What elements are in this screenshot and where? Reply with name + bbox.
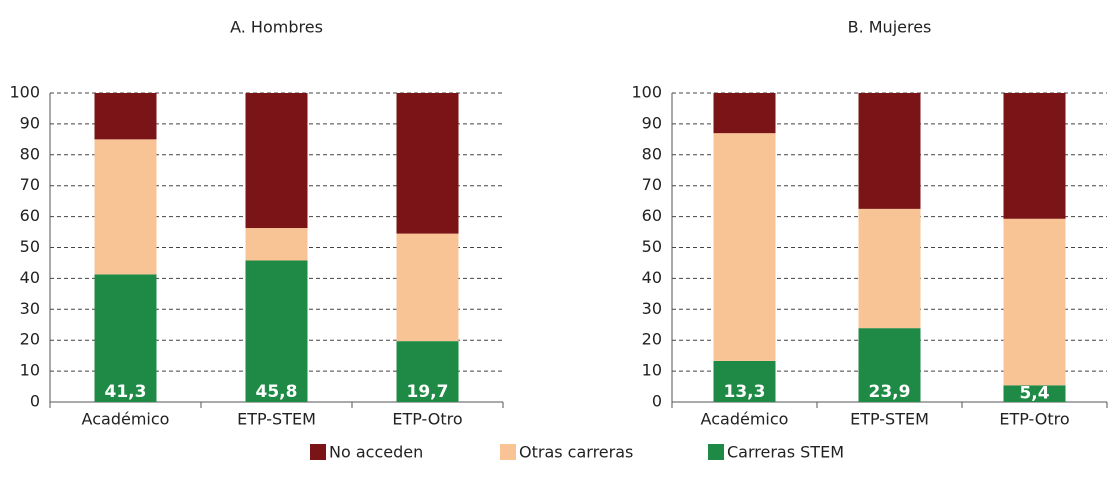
bar-segment: [1003, 93, 1066, 219]
y-tick-label: 80: [20, 144, 40, 163]
legend-swatch: [500, 444, 516, 460]
data-label: 13,3: [724, 382, 766, 402]
y-tick-label: 0: [652, 392, 662, 411]
x-tick-label: ETP-Otro: [392, 410, 462, 429]
legend-label: No acceden: [329, 443, 423, 462]
legend-label: Otras carreras: [519, 443, 633, 462]
bar-segment: [713, 93, 776, 134]
bar-segment: [396, 233, 459, 342]
chart-title: B. Mujeres: [848, 18, 932, 37]
y-tick-label: 40: [642, 268, 662, 287]
y-tick-label: 40: [20, 268, 40, 287]
y-tick-label: 70: [20, 175, 40, 194]
y-tick-label: 90: [642, 113, 662, 132]
bar-segment: [713, 133, 776, 361]
bar-segment: [245, 260, 308, 402]
data-label: 45,8: [256, 382, 298, 402]
y-tick-label: 30: [642, 299, 662, 318]
y-tick-label: 100: [9, 83, 40, 102]
bar-segment: [396, 93, 459, 234]
bar-segment: [396, 341, 459, 402]
bar-segment: [858, 208, 921, 329]
y-tick-label: 70: [642, 175, 662, 194]
y-tick-label: 50: [642, 237, 662, 256]
bar-segment: [1003, 385, 1066, 402]
x-tick-label: Académico: [701, 410, 789, 429]
y-tick-label: 20: [642, 330, 662, 349]
y-tick-label: 80: [642, 144, 662, 163]
y-tick-label: 60: [642, 206, 662, 225]
y-tick-label: 10: [20, 361, 40, 380]
bar-segment: [858, 328, 921, 402]
x-tick-label: ETP-Otro: [999, 410, 1069, 429]
bar-segment: [94, 93, 157, 140]
data-label: 5,4: [1019, 384, 1049, 404]
bar-segment: [245, 93, 308, 229]
bar-segment: [94, 274, 157, 402]
y-tick-label: 60: [20, 206, 40, 225]
bar-segment: [713, 360, 776, 402]
y-tick-label: 50: [20, 237, 40, 256]
bar-segment: [245, 228, 308, 261]
data-label: 19,7: [407, 382, 449, 402]
y-tick-label: 20: [20, 330, 40, 349]
y-tick-label: 0: [30, 392, 40, 411]
bar-segment: [1003, 218, 1066, 386]
y-tick-label: 30: [20, 299, 40, 318]
legend-label: Carreras STEM: [727, 443, 844, 462]
legend-swatch: [708, 444, 724, 460]
y-tick-label: 90: [20, 113, 40, 132]
chart-title: A. Hombres: [230, 18, 323, 37]
x-tick-label: Académico: [82, 410, 170, 429]
y-tick-label: 100: [631, 83, 662, 102]
x-tick-label: ETP-STEM: [850, 410, 929, 429]
y-tick-label: 10: [642, 361, 662, 380]
bar-segment: [858, 93, 921, 209]
bar-segment: [94, 139, 157, 275]
x-tick-label: ETP-STEM: [237, 410, 316, 429]
legend-swatch: [310, 444, 326, 460]
data-label: 23,9: [869, 382, 911, 402]
data-label: 41,3: [105, 382, 147, 402]
